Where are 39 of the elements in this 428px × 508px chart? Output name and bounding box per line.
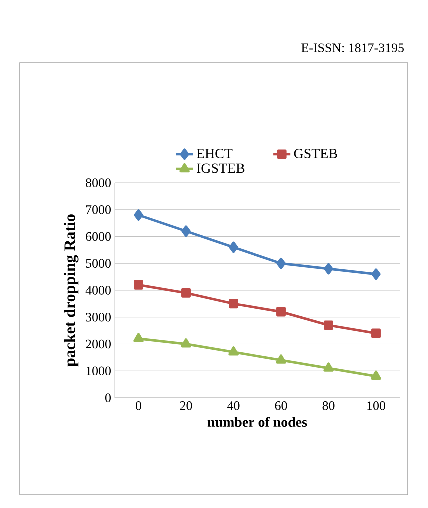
point xyxy=(134,280,144,290)
x-tick-label: 60 xyxy=(275,402,288,410)
point xyxy=(324,263,334,275)
point xyxy=(181,338,192,348)
legend-label: GSTEB xyxy=(294,149,338,158)
point xyxy=(371,370,382,380)
x-axis-title: number of nodes xyxy=(208,417,308,428)
y-tick-label: 0 xyxy=(106,394,111,402)
point xyxy=(182,226,191,238)
y-tick-label: 6000 xyxy=(86,232,111,242)
point xyxy=(276,258,286,270)
y-tick-label: 7000 xyxy=(86,206,111,214)
x-tick-label: 40 xyxy=(228,402,240,410)
text: E-ISSN: 1817-3195 xyxy=(302,44,404,52)
point xyxy=(276,307,286,317)
point xyxy=(134,333,144,342)
x-tick-label: 0 xyxy=(136,402,142,410)
y-tick-label: 1000 xyxy=(86,366,111,376)
point xyxy=(324,320,334,330)
point xyxy=(372,268,381,280)
legend-label: EHCT xyxy=(196,149,233,158)
y-tick-label: 2000 xyxy=(86,340,111,349)
y-tick-label: 4000 xyxy=(86,286,111,295)
point xyxy=(229,299,238,309)
point xyxy=(182,288,191,298)
y-tick-label: 5000 xyxy=(86,259,111,268)
point xyxy=(228,346,239,356)
legend-label: IGSTEB xyxy=(197,164,245,174)
point xyxy=(324,362,334,372)
point xyxy=(134,210,144,221)
y-axis-title: packet dropping Ratio xyxy=(64,214,79,367)
point xyxy=(276,354,286,364)
y-tick-label: 3000 xyxy=(86,313,111,322)
x-tick-label: 80 xyxy=(322,402,335,410)
x-tick-label: 100 xyxy=(368,402,386,410)
point xyxy=(229,242,238,254)
y-tick-label: 8000 xyxy=(86,178,111,188)
x-tick-label: 20 xyxy=(180,402,192,410)
point xyxy=(372,328,381,338)
